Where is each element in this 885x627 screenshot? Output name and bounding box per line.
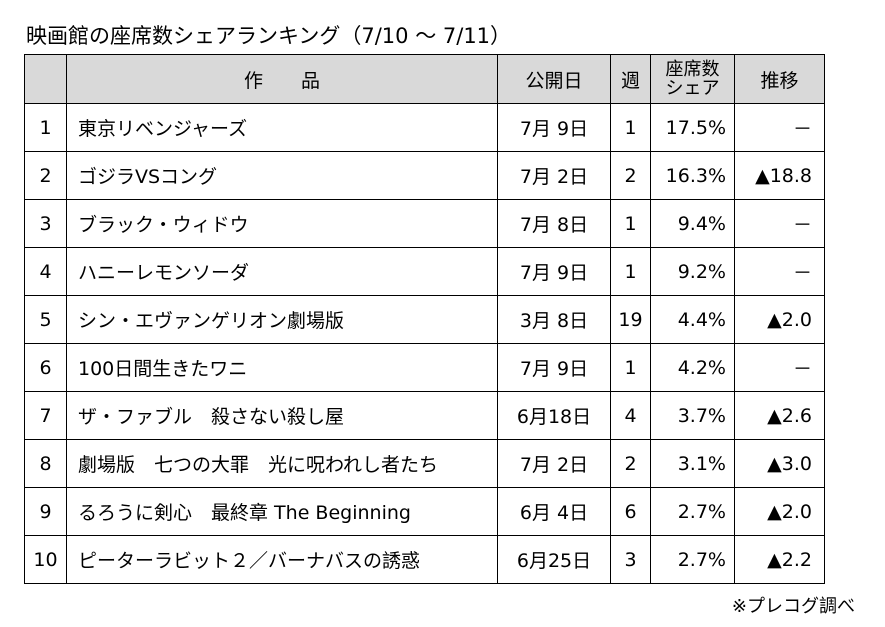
- rank-cell: 2: [24, 151, 67, 200]
- trend-cell: ▲2.6: [734, 391, 825, 440]
- release-cell: 7月 8日: [497, 199, 611, 248]
- rank-cell: 10: [24, 535, 67, 584]
- share-cell: 4.2%: [650, 343, 735, 392]
- trend-cell: ▲2.0: [734, 295, 825, 344]
- week-cell: 1: [610, 199, 651, 248]
- release-cell: 7月 9日: [497, 343, 611, 392]
- source-note: ※プレコグ調べ: [731, 596, 855, 617]
- rank-cell: 3: [24, 199, 67, 248]
- header-share-line1: 座席数: [665, 59, 720, 80]
- table-row: 3 ブラック・ウィドウ 7月 8日 1 9.4% －: [24, 199, 825, 248]
- week-cell: 6: [610, 487, 651, 536]
- trend-cell: －: [734, 199, 825, 248]
- header-release: 公開日: [497, 54, 611, 104]
- title-cell: るろうに剣心 最終章 The Beginning: [66, 487, 498, 536]
- title-cell: 東京リベンジャーズ: [66, 103, 498, 152]
- header-trend: 推移: [734, 54, 825, 104]
- title-cell: 100日間生きたワニ: [66, 343, 498, 392]
- trend-cell: ▲2.2: [734, 535, 825, 584]
- week-cell: 1: [610, 103, 651, 152]
- week-cell: 2: [610, 439, 651, 488]
- share-cell: 16.3%: [650, 151, 735, 200]
- trend-cell: －: [734, 103, 825, 152]
- share-cell: 3.1%: [650, 439, 735, 488]
- title-cell: シン・エヴァンゲリオン劇場版: [66, 295, 498, 344]
- week-cell: 19: [610, 295, 651, 344]
- release-cell: 7月 2日: [497, 151, 611, 200]
- table-row: 10 ピーターラビット２／バーナバスの誘惑 6月25日 3 2.7% ▲2.2: [24, 535, 825, 584]
- share-cell: 2.7%: [650, 487, 735, 536]
- trend-cell: ▲3.0: [734, 439, 825, 488]
- release-cell: 7月 2日: [497, 439, 611, 488]
- share-cell: 9.2%: [650, 247, 735, 296]
- release-cell: 7月 9日: [497, 103, 611, 152]
- title-cell: ゴジラVSコング: [66, 151, 498, 200]
- header-share: 座席数 シェア: [650, 54, 735, 104]
- trend-cell: －: [734, 247, 825, 296]
- week-cell: 1: [610, 343, 651, 392]
- table-row: 5 シン・エヴァンゲリオン劇場版 3月 8日 19 4.4% ▲2.0: [24, 295, 825, 344]
- header-share-line2: シェア: [665, 78, 720, 99]
- week-cell: 3: [610, 535, 651, 584]
- table-row: 6 100日間生きたワニ 7月 9日 1 4.2% －: [24, 343, 825, 392]
- week-cell: 1: [610, 247, 651, 296]
- trend-cell: ▲18.8: [734, 151, 825, 200]
- title-cell: ハニーレモンソーダ: [66, 247, 498, 296]
- rank-cell: 1: [24, 103, 67, 152]
- share-cell: 4.4%: [650, 295, 735, 344]
- rank-cell: 4: [24, 247, 67, 296]
- header-rank: [24, 54, 67, 104]
- table-header-row: 作 品 公開日 週 座席数 シェア 推移: [24, 54, 825, 104]
- table-row: 2 ゴジラVSコング 7月 2日 2 16.3% ▲18.8: [24, 151, 825, 200]
- release-cell: 3月 8日: [497, 295, 611, 344]
- release-cell: 6月18日: [497, 391, 611, 440]
- rank-cell: 5: [24, 295, 67, 344]
- rank-cell: 6: [24, 343, 67, 392]
- table-row: 9 るろうに剣心 最終章 The Beginning 6月 4日 6 2.7% …: [24, 487, 825, 536]
- header-week: 週: [610, 54, 651, 104]
- title-cell: ピーターラビット２／バーナバスの誘惑: [66, 535, 498, 584]
- table-row: 4 ハニーレモンソーダ 7月 9日 1 9.2% －: [24, 247, 825, 296]
- week-cell: 2: [610, 151, 651, 200]
- title-cell: 劇場版 七つの大罪 光に呪われし者たち: [66, 439, 498, 488]
- share-cell: 3.7%: [650, 391, 735, 440]
- share-cell: 9.4%: [650, 199, 735, 248]
- header-title: 作 品: [66, 54, 498, 104]
- week-cell: 4: [610, 391, 651, 440]
- table-row: 7 ザ・ファブル 殺さない殺し屋 6月18日 4 3.7% ▲2.6: [24, 391, 825, 440]
- ranking-table: 作 品 公開日 週 座席数 シェア 推移 1 東京リベンジャーズ 7月 9日 1…: [24, 54, 825, 584]
- rank-cell: 9: [24, 487, 67, 536]
- rank-cell: 8: [24, 439, 67, 488]
- title-cell: ザ・ファブル 殺さない殺し屋: [66, 391, 498, 440]
- share-cell: 17.5%: [650, 103, 735, 152]
- share-cell: 2.7%: [650, 535, 735, 584]
- trend-cell: ▲2.0: [734, 487, 825, 536]
- title-cell: ブラック・ウィドウ: [66, 199, 498, 248]
- release-cell: 6月 4日: [497, 487, 611, 536]
- release-cell: 6月25日: [497, 535, 611, 584]
- trend-cell: －: [734, 343, 825, 392]
- release-cell: 7月 9日: [497, 247, 611, 296]
- table-row: 8 劇場版 七つの大罪 光に呪われし者たち 7月 2日 2 3.1% ▲3.0: [24, 439, 825, 488]
- table-row: 1 東京リベンジャーズ 7月 9日 1 17.5% －: [24, 103, 825, 152]
- rank-cell: 7: [24, 391, 67, 440]
- page-title: 映画館の座席数シェアランキング（7/10 ～ 7/11）: [26, 24, 512, 48]
